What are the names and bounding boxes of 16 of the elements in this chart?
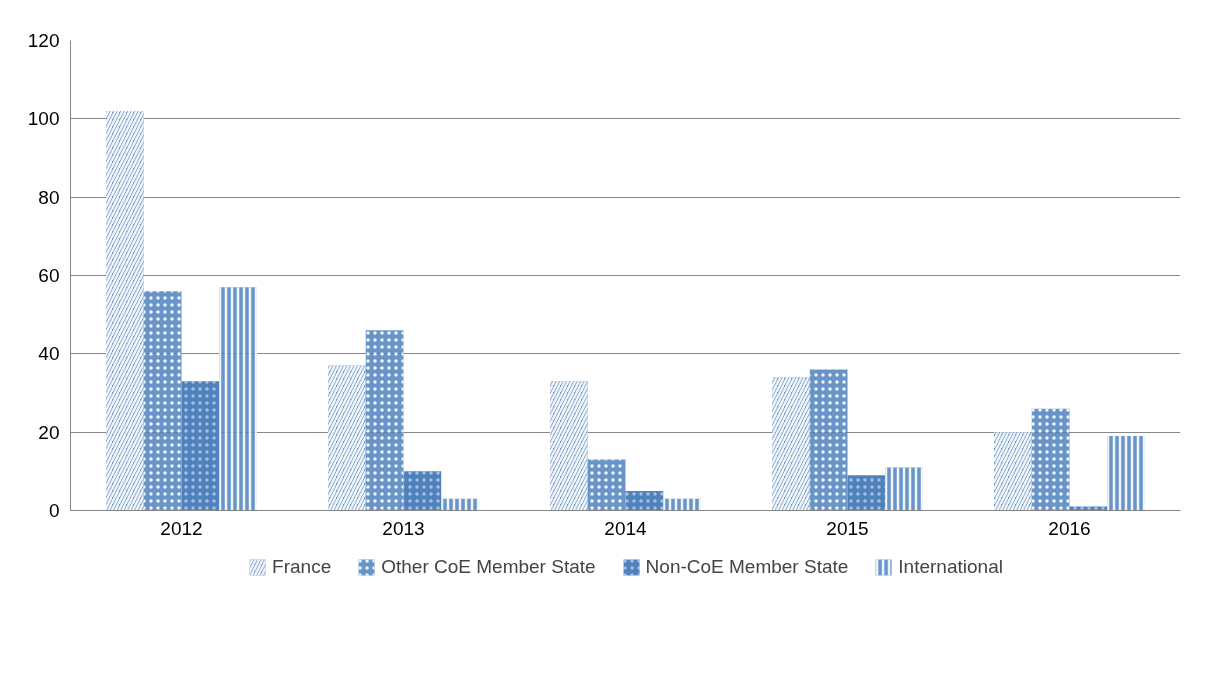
- y-tick-label: 40: [38, 343, 60, 365]
- y-tick-label: 100: [27, 108, 60, 130]
- x-tick-label: 2013: [382, 517, 425, 539]
- y-tick-label: 60: [38, 265, 60, 286]
- legend-label: Non-CoE Member State: [645, 556, 849, 578]
- legend-label: Other CoE Member State: [381, 556, 596, 578]
- y-tick-label: 80: [38, 186, 60, 208]
- legend-label: France: [272, 556, 332, 578]
- y-tick-label: 20: [38, 421, 60, 443]
- x-tick-label: 2014: [604, 517, 648, 539]
- y-tick-label: 0: [48, 500, 60, 521]
- x-tick-label: 2012: [160, 517, 203, 539]
- y-tick-label: 120: [27, 30, 60, 51]
- x-tick-label: 2016: [1048, 517, 1091, 539]
- legend-label: International: [898, 556, 1003, 578]
- x-tick-label: 2015: [826, 517, 869, 539]
